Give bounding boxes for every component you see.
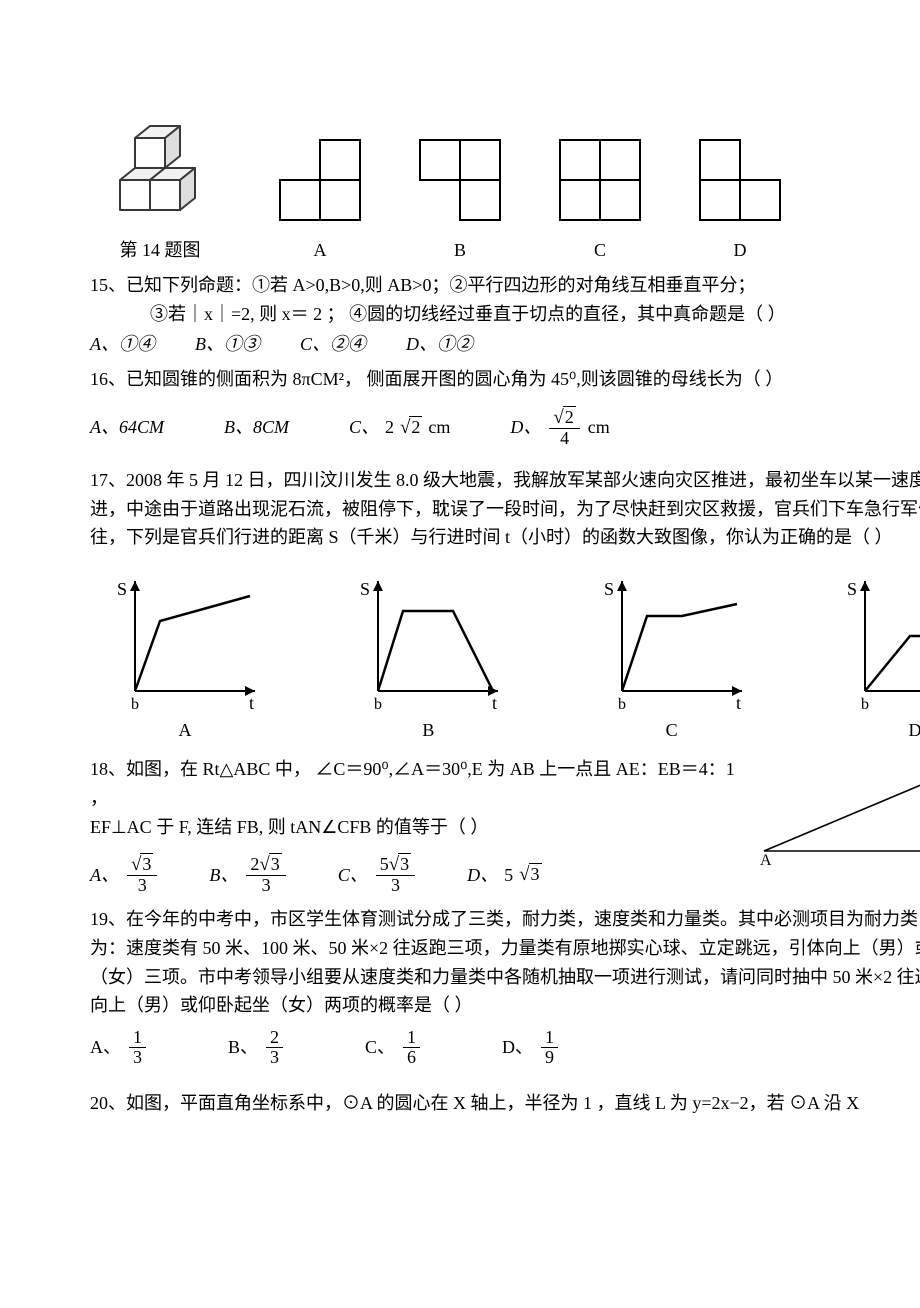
q16-optC-unit: cm [428, 413, 450, 442]
q19-optB: B、 23 [228, 1028, 285, 1067]
svg-text:S: S [117, 579, 127, 599]
q16-optD-frac: 2 4 [549, 408, 579, 448]
q17-label-C: C [587, 716, 757, 745]
q18: 18、如图，在 Rt△ABC 中， ∠C＝90⁰,∠A＝30⁰,E 为 AB 上… [90, 755, 920, 895]
q14-caption: 第 14 题图 [90, 236, 230, 265]
svg-text:b: b [618, 696, 626, 713]
q17-graph-B: St b B [343, 576, 513, 745]
svg-text:t: t [736, 693, 741, 713]
q19-optA: A、 13 [90, 1028, 148, 1067]
q18-options: A、 3 3 B、 23 3 C、 53 3 [90, 855, 748, 895]
q18-optB-frac: 23 3 [246, 855, 285, 895]
q19-optC-pre: C、 [365, 1033, 395, 1062]
q18-optD-coef: 5 [504, 861, 513, 890]
q19: 19、在今年的中考中，市区学生体育测试分成了三类，耐力类，速度类和力量类。其中必… [90, 905, 920, 1067]
q14-optB [410, 130, 510, 230]
q19-options: A、 13 B、 23 C、 16 D、 19 [90, 1028, 920, 1067]
q14-optD [690, 130, 790, 230]
q16-stem: 16、已知圆锥的侧面积为 8πCM²， 侧面展开图的圆心角为 45⁰,则该圆锥的… [90, 365, 920, 394]
q20: 20、如图，平面直角坐标系中，⊙A 的圆心在 X 轴上，半径为 1 ，直线 L … [90, 1089, 920, 1118]
q19-optD-pre: D、 [502, 1033, 533, 1062]
q18-line2: EF⊥AC 于 F, 连结 FB, 则 tAN∠CFB 的值等于（ ） [90, 813, 748, 842]
q20-stem: 20、如图，平面直角坐标系中，⊙A 的圆心在 X 轴上，半径为 1 ，直线 L … [90, 1089, 920, 1118]
svg-text:S: S [847, 579, 857, 599]
q14-figure-row [90, 90, 920, 230]
q18-optA: A、 3 3 [90, 855, 159, 895]
q18-text: 18、如图，在 Rt△ABC 中， ∠C＝90⁰,∠A＝30⁰,E 为 AB 上… [90, 755, 748, 895]
q14-optA [270, 130, 370, 230]
q16-optD-pre: D、 [510, 413, 541, 442]
q18-optB-pre: B、 [209, 861, 238, 890]
q16-optB: B、8CM [224, 408, 289, 448]
q19-optC: C、 16 [365, 1028, 422, 1067]
q14-label-D: D [690, 236, 790, 265]
q14-label-C: C [550, 236, 650, 265]
svg-text:A: A [760, 852, 772, 869]
q16-optC: C、 22cm [349, 408, 450, 448]
q19-stem: 19、在今年的中考中，市区学生体育测试分成了三类，耐力类，速度类和力量类。其中必… [90, 905, 920, 1020]
q17-graph-A: St b A [100, 576, 270, 745]
q15-options: A、①④ B、①③ C、②④ D、①② [90, 330, 920, 359]
q18-optA-pre: A、 [90, 861, 119, 890]
q18-optD-pre: D、 [467, 861, 498, 890]
q18-figure: ABCEF [760, 755, 920, 870]
q18-optB: B、 23 3 [209, 855, 287, 895]
q18-line1: 18、如图，在 Rt△ABC 中， ∠C＝90⁰,∠A＝30⁰,E 为 AB 上… [90, 755, 748, 813]
svg-text:t: t [492, 693, 497, 713]
q15-line2: ③若｜x｜=2, 则 x＝ 2 ； ④圆的切线经过垂直于切点的直径，其中真命题是… [90, 300, 920, 329]
svg-text:S: S [604, 579, 614, 599]
q17: 17、2008 年 5 月 12 日，四川汶川发生 8.0 级大地震，我解放军某… [90, 466, 920, 552]
q17-graph-D: Stb D [830, 576, 920, 745]
q15-optC: C、②④ [300, 330, 366, 359]
q17-label-D: D [830, 716, 920, 745]
q14-label-B: B [410, 236, 510, 265]
q14-optC [550, 130, 650, 230]
q16-options: A、64CM B、8CM C、 22cm D、 2 4 cm [90, 408, 920, 448]
q15-optB: B、①③ [195, 330, 260, 359]
svg-text:t: t [249, 693, 254, 713]
q14-labels-row: 第 14 题图 A B C D [90, 236, 920, 265]
q15: 15、已知下列命题：①若 A>0,B>0,则 AB>0；②平行四边形的对角线互相… [90, 271, 920, 359]
q14-cube-svg [90, 90, 230, 230]
q14-isometric [90, 90, 230, 230]
q18-optC-frac: 53 3 [376, 855, 415, 895]
q15-optA: A、①④ [90, 330, 155, 359]
q17-graph-C: St b C [587, 576, 757, 745]
q19-optB-pre: B、 [228, 1033, 258, 1062]
svg-text:b: b [861, 696, 869, 713]
q14-label-A: A [270, 236, 370, 265]
q17-graphs: St b A St b B St b C Stb D [90, 576, 920, 745]
svg-text:S: S [360, 579, 370, 599]
q18-optC: C、 53 3 [338, 855, 417, 895]
q16-optA: A、64CM [90, 408, 164, 448]
q15-line1: 15、已知下列命题：①若 A>0,B>0,则 AB>0；②平行四边形的对角线互相… [90, 271, 920, 300]
q19-optD: D、 19 [502, 1028, 560, 1067]
q16-optD: D、 2 4 cm [510, 408, 609, 448]
q16-optC-sqrt: 2 [400, 413, 422, 443]
svg-text:b: b [374, 696, 382, 713]
q17-stem: 17、2008 年 5 月 12 日，四川汶川发生 8.0 级大地震，我解放军某… [90, 466, 920, 552]
q15-optD: D、①② [406, 330, 473, 359]
q16-optD-unit: cm [588, 413, 610, 442]
q17-label-B: B [343, 716, 513, 745]
q18-optD: D、 53 [467, 855, 541, 895]
q16: 16、已知圆锥的侧面积为 8πCM²， 侧面展开图的圆心角为 45⁰,则该圆锥的… [90, 365, 920, 448]
q16-optC-coef: 2 [385, 413, 394, 442]
q18-optD-sqrt: 3 [519, 860, 541, 890]
q18-optC-pre: C、 [338, 861, 368, 890]
q16-optC-pre: C、 [349, 413, 379, 442]
q19-optA-pre: A、 [90, 1033, 121, 1062]
q18-optA-frac: 3 3 [127, 855, 157, 895]
svg-text:b: b [131, 696, 139, 713]
q17-label-A: A [100, 716, 270, 745]
